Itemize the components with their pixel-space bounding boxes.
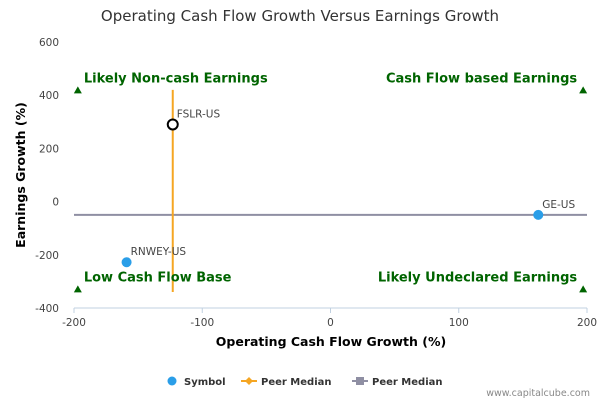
data-point	[121, 257, 132, 268]
data-point	[533, 209, 544, 220]
y-tick-label: -400	[35, 303, 59, 315]
legend-square-icon	[356, 377, 364, 385]
quadrant-label: Cash Flow based Earnings	[386, 71, 577, 86]
data-point-label: RNWEY-US	[131, 246, 187, 258]
x-tick-label: -200	[62, 317, 86, 329]
legend-entry-label: Peer Median	[261, 377, 332, 388]
data-point-label: FSLR-US	[177, 108, 221, 120]
y-axis-ticks: -400 -200 0 200 400 600	[35, 37, 59, 315]
quadrant-labels: Likely Non-cash Earnings Cash Flow based …	[73, 71, 588, 293]
x-axis-ticks: -200 -100 0 100 200	[62, 308, 597, 329]
x-tick-label: -100	[190, 317, 214, 329]
chart-title: Operating Cash Flow Growth Versus Earnin…	[101, 7, 499, 25]
quadrant-label: Likely Non-cash Earnings	[84, 71, 268, 86]
legend-symbol-icon	[167, 376, 177, 386]
x-tick-label: 100	[449, 317, 469, 329]
quadrant-label: Low Cash Flow Base	[84, 270, 232, 285]
data-point-label: GE-US	[542, 199, 575, 211]
footer-url: www.capitalcube.com	[486, 388, 590, 399]
legend-diamond-icon	[245, 377, 253, 385]
y-tick-label: 600	[39, 37, 59, 49]
quadrant-marker-icon	[579, 86, 588, 94]
quadrant-marker-icon	[73, 86, 82, 94]
legend: Symbol Peer Median Peer Median	[167, 376, 443, 388]
x-tick-label: 0	[327, 317, 334, 329]
legend-entry-label: Peer Median	[372, 377, 443, 388]
x-tick-label: 200	[577, 317, 597, 329]
quadrant-marker-icon	[73, 285, 82, 293]
legend-entry-label: Symbol	[184, 377, 226, 388]
y-tick-label: -200	[35, 250, 59, 262]
y-tick-label: 400	[39, 90, 59, 102]
quadrant-marker-icon	[579, 285, 588, 293]
y-axis-label: Earnings Growth (%)	[13, 102, 28, 248]
y-tick-label: 200	[39, 143, 59, 155]
quadrant-label: Likely Undeclared Earnings	[378, 270, 578, 285]
data-point	[166, 118, 179, 131]
peer-median-lines	[74, 89, 587, 293]
data-points: FSLR-US GE-US RNWEY-US	[121, 108, 576, 268]
y-tick-label: 0	[52, 197, 59, 209]
x-axis-label: Operating Cash Flow Growth (%)	[216, 334, 446, 349]
